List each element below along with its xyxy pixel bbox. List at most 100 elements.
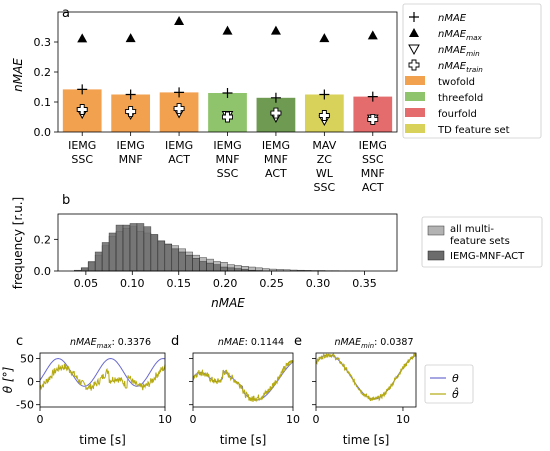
legend-label-5: threefold (438, 93, 483, 104)
panel-c-x-label: time [s] (79, 433, 126, 447)
legend-label-2: nMAEmin (438, 45, 480, 58)
hist-selected-bar-10 (150, 234, 159, 272)
marker-max-2 (174, 16, 185, 25)
panel-b-y-label: frequency [r.u.] (11, 197, 25, 289)
panel-a-category-5-0: MAV (312, 139, 336, 152)
legend-selected-patch (427, 250, 445, 261)
panel-a-category-6-2: MNF (361, 167, 385, 180)
legend-patch-6 (405, 108, 425, 117)
marker-train-6 (367, 113, 379, 125)
panel-a-y-ticks: 0.0 0.1 0.2 0.3 (34, 36, 58, 139)
marker-train-2 (173, 103, 185, 115)
legend-label-2-sub: min (466, 49, 480, 58)
panel-a-category-3-1: MNF (215, 153, 239, 166)
panel-b-y-ticks: 0.0 0.2 (34, 233, 58, 278)
panel-a-x-ticks: IEMGSSCIEMGMNFIEMGACTIEMGMNFSSCIEMGMNFAC… (68, 132, 387, 194)
marker-nmae-5 (319, 89, 330, 100)
panel-c-title-value: : 0.3376 (112, 337, 151, 348)
hist-selected-bar-12 (164, 243, 173, 272)
panel-b-xtick-label-3: 0.20 (213, 277, 238, 290)
panel-a-ytick-label-2: 0.2 (34, 66, 52, 79)
panel-c-theta-line (39, 357, 166, 387)
legend-label-1: nMAEmax (438, 29, 483, 42)
panel-label-b: b (62, 193, 70, 208)
panel-a-category-6-0: IEMG (359, 139, 387, 152)
panel-d-theta-hat-line (192, 359, 294, 403)
panel-a: a nMAE 0.00.10.20.3 IEMGSSCIEMGMNFIEMGAC… (11, 3, 542, 194)
marker-nmae-2 (174, 87, 185, 98)
panel-e-title: nMAEmin: 0.0387 (334, 337, 413, 350)
marker-nmae-3 (222, 88, 233, 98)
panel-c-ytick-label-0: -50 (16, 399, 34, 412)
panel-b-bars (74, 223, 361, 272)
panel-a-category-3-0: IEMG (213, 139, 241, 152)
panel-b-xtick-label-0: 0.05 (74, 277, 99, 290)
panel-label-c: c (16, 334, 23, 349)
hist-selected-bar-16 (192, 258, 200, 272)
hist-selected-bar-3 (101, 242, 110, 272)
time-series-legend: θ θ̂ (424, 364, 474, 404)
hist-selected-bar-20 (220, 266, 228, 272)
legend-label-3-sub: train (466, 65, 483, 74)
marker-train-0 (76, 104, 88, 115)
panel-a-legend-box (402, 3, 542, 139)
panel-a-ytick-label-0: 0.0 (34, 126, 52, 139)
legend-label-6: fourfold (438, 109, 477, 120)
panel-d-title: nMAE: 0.1144 (218, 337, 284, 348)
legend-all-patch (427, 225, 445, 236)
hist-selected-bar-0 (80, 267, 89, 272)
panel-b-legend: all multi-feature sets IEMG-MNF-ACT (421, 216, 543, 268)
marker-nmae-1 (125, 89, 136, 100)
marker-train-5 (318, 110, 330, 121)
legend-label-2-base: nMAE (438, 45, 467, 56)
panel-label-a: a (62, 6, 70, 21)
legend-patch-7 (405, 124, 425, 133)
hist-selected-bar-14 (178, 251, 186, 272)
hist-selected-bar-18 (206, 262, 214, 272)
panel-a-category-5-3: SSC (314, 181, 336, 194)
time-legend-box (424, 364, 474, 404)
legend-label-0: nMAE (438, 13, 467, 24)
panel-a-category-1-1: MNF (119, 153, 143, 166)
panel-d-xtick-label-1: 10 (286, 413, 300, 426)
panel-a-category-3-2: SSC (217, 167, 239, 180)
marker-nmae-4 (270, 92, 281, 103)
marker-max-5 (319, 33, 330, 43)
panel-e: e nMAEmin: 0.0387 0 10 time [s] (294, 334, 417, 447)
legend-label-3-base: nMAE (438, 61, 467, 72)
panel-e-title-sub: min (361, 342, 374, 350)
hist-selected-bar-1 (87, 261, 96, 272)
legend-patch-5 (405, 92, 425, 101)
marker-nmae-0 (77, 84, 88, 95)
panel-a-category-2-1: ACT (168, 153, 190, 166)
panel-b-xtick-label-5: 0.30 (306, 277, 331, 290)
panel-a-category-2-0: IEMG (165, 139, 193, 152)
panel-e-frame (315, 352, 417, 408)
panel-b-xtick-label-2: 0.15 (166, 277, 191, 290)
panel-a-frame (57, 11, 398, 133)
panel-b-xtick-label-4: 0.25 (259, 277, 284, 290)
panel-d-title-base: nMAE (218, 337, 245, 348)
panel-e-title-base: nMAE (334, 337, 361, 348)
legend-label-4: twofold (438, 77, 475, 88)
panel-b-xtick-label-1: 0.10 (120, 277, 145, 290)
panel-a-category-4-1: MNF (264, 153, 288, 166)
panel-e-xtick-label-1: 10 (396, 413, 410, 426)
marker-max-3 (222, 25, 233, 35)
panel-e-xtick-label-0: 0 (313, 413, 320, 426)
legend-all-label-0: all multi- (450, 224, 494, 235)
panel-c-xtick-label-1: 10 (158, 413, 172, 426)
panel-c-title-base: nMAE (70, 337, 97, 348)
panel-a-category-0-1: SSC (71, 153, 93, 166)
marker-train-4 (270, 107, 282, 119)
panel-b-legend-box (421, 216, 543, 268)
legend-label-3: nMAEtrain (438, 61, 483, 74)
panel-e-theta-line (315, 354, 417, 400)
panel-a-category-0-0: IEMG (68, 139, 96, 152)
panel-a-markers (76, 16, 379, 127)
hist-selected-bar-13 (171, 248, 179, 272)
panel-d-theta-line (192, 361, 294, 401)
panel-a-category-6-1: SSC (362, 153, 384, 166)
panel-b-x-ticks: 0.05 0.10 0.15 0.20 0.25 0.30 0.35 (74, 271, 377, 290)
